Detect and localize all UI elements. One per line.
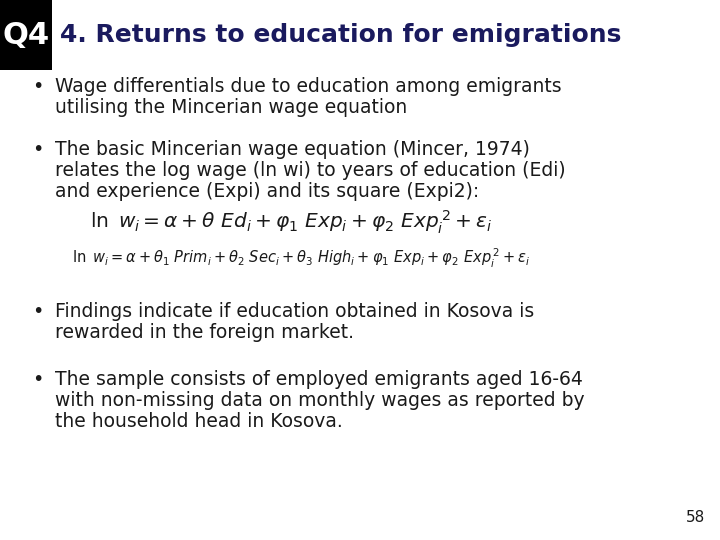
- Text: Q4: Q4: [2, 21, 50, 50]
- Text: 58: 58: [685, 510, 705, 525]
- Text: relates the log wage (ln wi) to years of education (Edi): relates the log wage (ln wi) to years of…: [55, 161, 566, 180]
- Text: with non-missing data on monthly wages as reported by: with non-missing data on monthly wages a…: [55, 391, 585, 410]
- FancyBboxPatch shape: [0, 0, 52, 70]
- Text: Wage differentials due to education among emigrants: Wage differentials due to education amon…: [55, 77, 562, 96]
- Text: •: •: [32, 77, 43, 96]
- Text: •: •: [32, 140, 43, 159]
- Text: Findings indicate if education obtained in Kosova is: Findings indicate if education obtained …: [55, 302, 534, 321]
- Text: 4. Returns to education for emigrations: 4. Returns to education for emigrations: [60, 23, 621, 47]
- Text: $\ln\ w_i = \alpha + \theta\ Ed_i + \varphi_1\ Exp_i + \varphi_2\ Exp_i^{\,2} + : $\ln\ w_i = \alpha + \theta\ Ed_i + \var…: [90, 208, 492, 235]
- Text: the household head in Kosova.: the household head in Kosova.: [55, 412, 343, 431]
- Text: rewarded in the foreign market.: rewarded in the foreign market.: [55, 323, 354, 342]
- Text: and experience (Expi) and its square (Expi2):: and experience (Expi) and its square (Ex…: [55, 182, 480, 201]
- Text: •: •: [32, 302, 43, 321]
- Text: The sample consists of employed emigrants aged 16-64: The sample consists of employed emigrant…: [55, 370, 583, 389]
- Text: utilising the Mincerian wage equation: utilising the Mincerian wage equation: [55, 98, 408, 117]
- Text: •: •: [32, 370, 43, 389]
- Text: The basic Mincerian wage equation (Mincer, 1974): The basic Mincerian wage equation (Mince…: [55, 140, 530, 159]
- Text: $\ln\ w_i = \alpha + \theta_1\ Prim_i + \theta_2\ Sec_i + \theta_3\ High_i + \va: $\ln\ w_i = \alpha + \theta_1\ Prim_i + …: [72, 246, 531, 269]
